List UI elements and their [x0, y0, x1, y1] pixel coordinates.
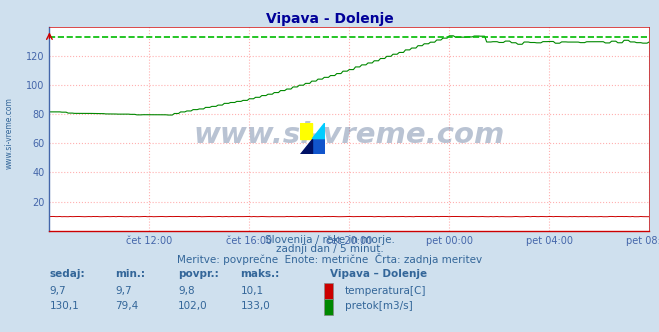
Polygon shape: [300, 139, 312, 154]
Text: www.si-vreme.com: www.si-vreme.com: [194, 121, 505, 149]
Text: sedaj:: sedaj:: [49, 269, 85, 279]
Text: 102,0: 102,0: [178, 301, 208, 311]
Text: 9,8: 9,8: [178, 286, 194, 296]
Text: 79,4: 79,4: [115, 301, 138, 311]
Text: Vipava – Dolenje: Vipava – Dolenje: [330, 269, 426, 279]
Text: 10,1: 10,1: [241, 286, 264, 296]
Text: zadnji dan / 5 minut.: zadnji dan / 5 minut.: [275, 244, 384, 254]
Text: min.:: min.:: [115, 269, 146, 279]
Bar: [312, 139, 325, 154]
Text: Meritve: povprečne  Enote: metrične  Črta: zadnja meritev: Meritve: povprečne Enote: metrične Črta:…: [177, 253, 482, 265]
Text: 9,7: 9,7: [115, 286, 132, 296]
Text: temperatura[C]: temperatura[C]: [345, 286, 426, 296]
Text: www.si-vreme.com: www.si-vreme.com: [5, 97, 14, 169]
Text: 133,0: 133,0: [241, 301, 270, 311]
Text: povpr.:: povpr.:: [178, 269, 219, 279]
Text: 130,1: 130,1: [49, 301, 79, 311]
Text: Vipava - Dolenje: Vipava - Dolenje: [266, 12, 393, 26]
Text: Slovenija / reke in morje.: Slovenija / reke in morje.: [264, 235, 395, 245]
Text: maks.:: maks.:: [241, 269, 280, 279]
Bar: [300, 123, 312, 139]
Polygon shape: [312, 123, 325, 139]
Text: pretok[m3/s]: pretok[m3/s]: [345, 301, 413, 311]
Text: 9,7: 9,7: [49, 286, 66, 296]
